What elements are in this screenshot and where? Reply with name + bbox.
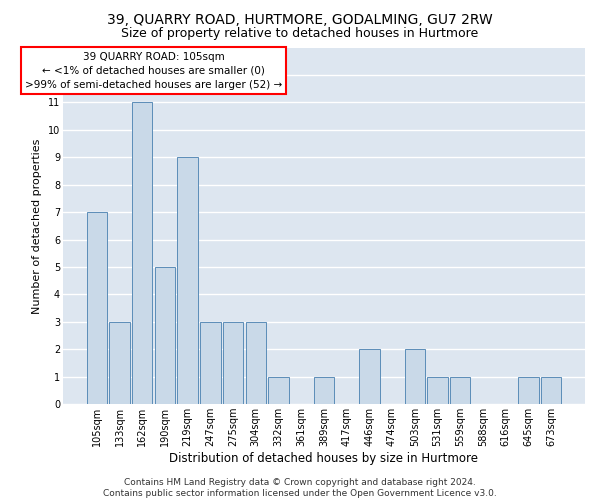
Bar bbox=[541, 376, 561, 404]
Bar bbox=[223, 322, 243, 404]
Bar bbox=[178, 157, 198, 404]
Bar bbox=[518, 376, 539, 404]
Y-axis label: Number of detached properties: Number of detached properties bbox=[32, 138, 42, 314]
Bar bbox=[404, 350, 425, 404]
Bar bbox=[314, 376, 334, 404]
Text: Contains HM Land Registry data © Crown copyright and database right 2024.
Contai: Contains HM Land Registry data © Crown c… bbox=[103, 478, 497, 498]
Bar bbox=[245, 322, 266, 404]
Text: Size of property relative to detached houses in Hurtmore: Size of property relative to detached ho… bbox=[121, 28, 479, 40]
Bar bbox=[268, 376, 289, 404]
Text: 39 QUARRY ROAD: 105sqm
← <1% of detached houses are smaller (0)
>99% of semi-det: 39 QUARRY ROAD: 105sqm ← <1% of detached… bbox=[25, 52, 282, 90]
Bar bbox=[132, 102, 152, 404]
Bar bbox=[86, 212, 107, 404]
X-axis label: Distribution of detached houses by size in Hurtmore: Distribution of detached houses by size … bbox=[169, 452, 478, 465]
Bar bbox=[427, 376, 448, 404]
Bar bbox=[359, 350, 380, 404]
Bar bbox=[200, 322, 221, 404]
Bar bbox=[109, 322, 130, 404]
Text: 39, QUARRY ROAD, HURTMORE, GODALMING, GU7 2RW: 39, QUARRY ROAD, HURTMORE, GODALMING, GU… bbox=[107, 12, 493, 26]
Bar bbox=[155, 267, 175, 404]
Bar bbox=[450, 376, 470, 404]
